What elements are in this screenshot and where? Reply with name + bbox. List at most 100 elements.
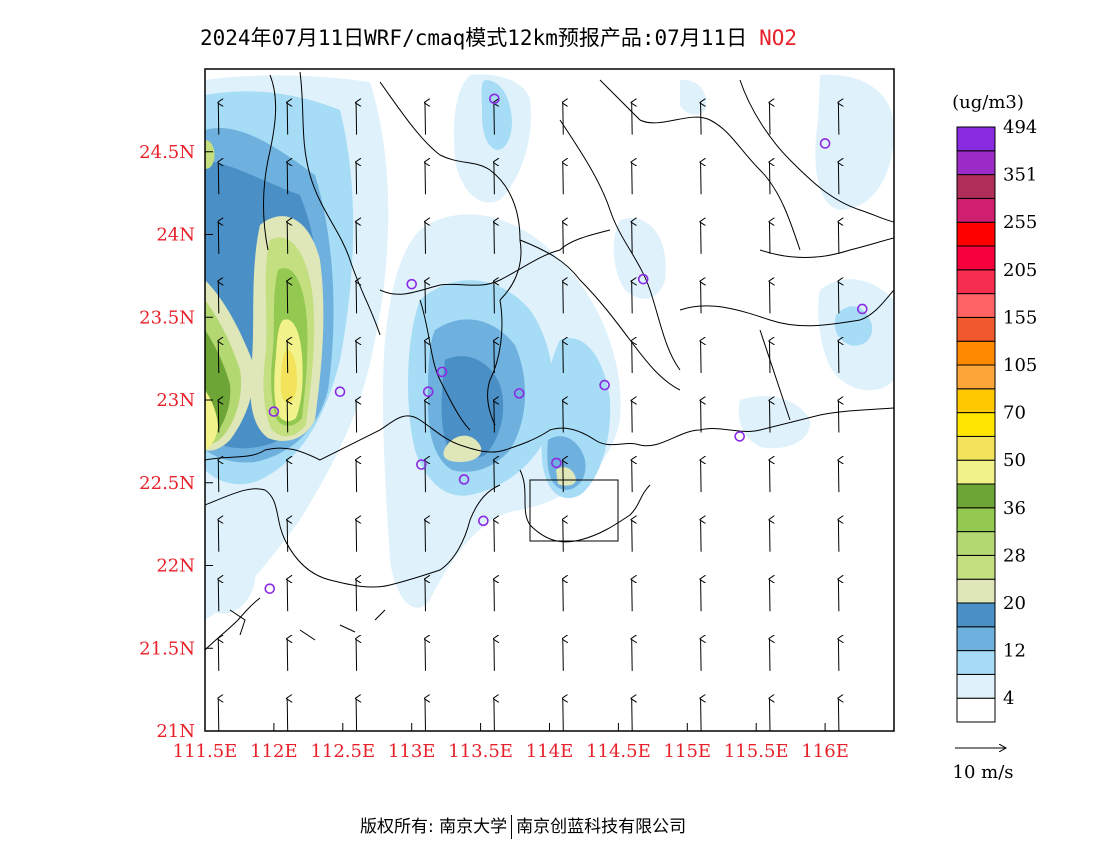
wind-arrow (563, 520, 564, 552)
wind-scale: 10 m/s (953, 748, 1014, 783)
legend-label: 105 (1003, 355, 1037, 376)
legend-label: 36 (1003, 498, 1026, 519)
title-text: 2024年07月11日WRF/cmaq模式12km预报产品:07月11日 (200, 26, 748, 50)
wind-arrow (838, 520, 839, 552)
lat-tick-label: 24.5N (139, 142, 195, 163)
wind-arrow (494, 520, 495, 552)
legend-swatch (956, 412, 996, 437)
wind-arrow (218, 162, 219, 195)
wind-arrow (563, 401, 564, 433)
legend-swatch (956, 293, 996, 318)
lon-tick-label: 112E (250, 741, 298, 762)
lat-tick-label: 21.5N (139, 638, 195, 659)
wind-arrow (425, 341, 426, 373)
station-marker (599, 379, 610, 391)
wind-arrow (563, 103, 564, 135)
wind-arrow (632, 222, 633, 254)
station-marker (334, 386, 346, 398)
station-marker (478, 515, 489, 527)
wind-arrow (218, 401, 219, 433)
wind-arrow (701, 460, 702, 493)
wind-arrow (632, 460, 633, 493)
wind-arrow (356, 222, 357, 254)
wind-arrow (769, 401, 770, 433)
legend-swatch (956, 221, 996, 247)
wind-arrow (494, 162, 495, 195)
wind-arrow (287, 698, 288, 731)
wind-arrow (769, 281, 770, 314)
wind-arrow (701, 281, 702, 314)
wind-arrow (287, 460, 288, 493)
wind-arrow (632, 162, 633, 195)
wind-arrow (632, 103, 633, 135)
wind-arrow (425, 639, 426, 671)
wind-arrow (218, 579, 219, 612)
wind-arrow (701, 520, 702, 552)
legend-label: 255 (1003, 212, 1037, 233)
wind-arrow (425, 222, 426, 254)
wind-arrow (287, 281, 288, 314)
wind-arrow (769, 698, 770, 731)
wind-arrow (563, 460, 564, 493)
wind-arrow (701, 162, 702, 195)
legend-label: 20 (1003, 593, 1026, 614)
legend-swatch (956, 554, 996, 580)
legend-unit: (ug/m3) (952, 92, 1024, 113)
wind-arrow (632, 698, 633, 731)
wind-arrow (632, 520, 633, 552)
legend-label: 70 (1003, 403, 1026, 424)
wind-arrow (632, 341, 633, 373)
lon-tick-label: 114E (526, 741, 574, 762)
wind-arrow (218, 460, 219, 493)
wind-arrow (838, 401, 839, 433)
lon-tick-label: 112.5E (310, 741, 375, 762)
wind-arrow (838, 162, 839, 195)
wind-arrow (494, 281, 495, 314)
station-marker (489, 93, 500, 105)
wind-arrow (769, 162, 770, 195)
wind-arrow (769, 460, 770, 493)
wind-arrow (287, 222, 288, 254)
legend-swatch (956, 340, 996, 366)
wind-arrow (838, 698, 839, 731)
wind-arrow (287, 579, 288, 612)
wind-arrow (356, 401, 357, 433)
wind-arrow (494, 579, 495, 612)
lon-tick-label: 116E (801, 741, 849, 762)
wind-arrow (287, 103, 288, 135)
footer-separator (511, 815, 513, 839)
legend-label: 12 (1003, 641, 1026, 662)
station-marker (637, 273, 649, 285)
wind-vector-field (218, 103, 839, 731)
station-marker (513, 388, 525, 399)
lat-tick-label: 21N (156, 721, 195, 742)
wind-arrow (563, 579, 564, 612)
lon-tick-label: 115E (664, 741, 712, 762)
wind-arrow (425, 579, 426, 612)
wind-arrow (838, 341, 839, 373)
wind-arrow (494, 401, 495, 433)
legend-label: 494 (1003, 117, 1037, 138)
copyright-text: 版权所有: 南京大学 (360, 817, 508, 837)
legend-swatch (956, 459, 996, 485)
color-legend: 4 12 20 28 36 50 70 105 155 205 255 351 494 (956, 117, 1037, 723)
station-marker (264, 583, 276, 594)
wind-arrow (701, 401, 702, 433)
station-marker (422, 386, 434, 398)
wind-arrow (701, 579, 702, 612)
wind-arrow (838, 579, 839, 612)
wind-arrow (838, 222, 839, 254)
wind-arrow (425, 520, 426, 552)
legend-swatch (956, 364, 996, 390)
wind-arrow (769, 579, 770, 612)
station-marker (268, 406, 280, 417)
station-marker (416, 459, 427, 470)
lon-tick-label: 113.5E (448, 741, 513, 762)
wind-arrow (425, 698, 426, 731)
legend-swatch (956, 269, 996, 295)
wind-scale-label: 10 m/s (953, 762, 1014, 783)
lat-tick-label: 23N (156, 390, 195, 411)
wind-arrow (632, 401, 633, 433)
legend-swatch (956, 483, 996, 509)
pollutant-label: NO2 (759, 26, 798, 50)
